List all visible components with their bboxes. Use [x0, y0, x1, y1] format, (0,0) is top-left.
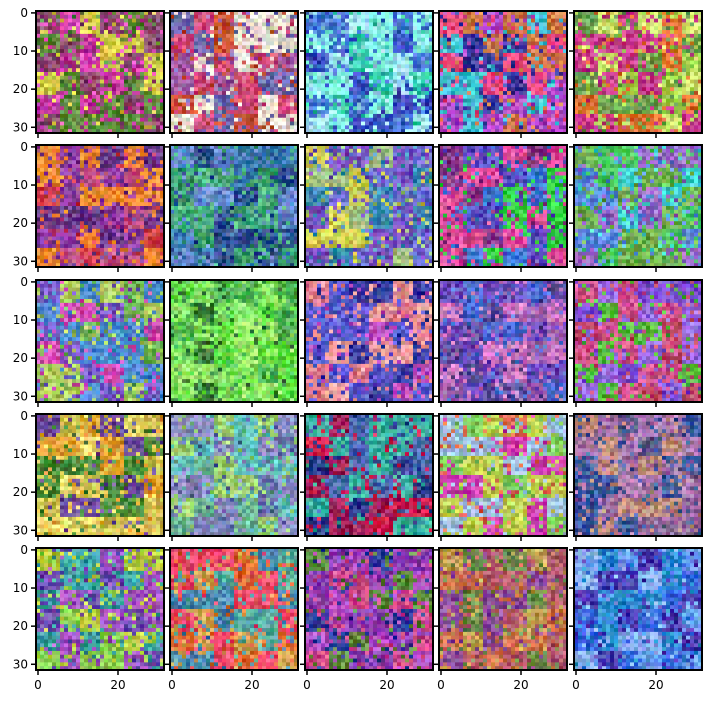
- x-tick-label: 0: [168, 678, 176, 692]
- y-tick-label: 10: [13, 313, 28, 327]
- y-tick-label: 10: [13, 44, 28, 58]
- generated-image-panel: [439, 548, 567, 670]
- image-grid: [36, 11, 702, 670]
- generated-image-panel: [574, 414, 702, 536]
- y-tick-label: 20: [13, 351, 28, 365]
- x-tick-label: 20: [648, 678, 663, 692]
- y-tick-label: 20: [13, 485, 28, 499]
- y-tick-label: 20: [13, 216, 28, 230]
- generated-image-panel: [36, 414, 164, 536]
- y-tick-label: 30: [13, 389, 28, 403]
- generated-image-panel: [305, 280, 433, 402]
- y-tick-label: 20: [13, 619, 28, 633]
- y-tick-label: 10: [13, 447, 28, 461]
- y-tick-label: 10: [13, 178, 28, 192]
- y-tick-label: 30: [13, 523, 28, 537]
- generated-image-panel: [439, 280, 567, 402]
- generated-image-panel: [170, 145, 298, 267]
- x-tick-label: 20: [513, 678, 528, 692]
- x-tick-label: 0: [572, 678, 580, 692]
- generated-image-panel: [170, 11, 298, 133]
- generated-image-panel: [574, 548, 702, 670]
- x-tick-label: 20: [244, 678, 259, 692]
- generated-image-panel: [305, 548, 433, 670]
- y-tick-label: 0: [20, 409, 28, 423]
- generated-image-panel: [36, 548, 164, 670]
- y-tick-label: 0: [20, 275, 28, 289]
- x-tick-label: 20: [379, 678, 394, 692]
- generated-image-panel: [574, 280, 702, 402]
- generated-image-panel: [36, 280, 164, 402]
- generated-image-panel: [305, 145, 433, 267]
- generated-image-panel: [439, 11, 567, 133]
- generated-image-panel: [305, 414, 433, 536]
- generated-image-panel: [574, 11, 702, 133]
- generated-image-panel: [170, 280, 298, 402]
- y-tick-label: 30: [13, 254, 28, 268]
- generated-image-panel: [439, 145, 567, 267]
- generated-image-panel: [439, 414, 567, 536]
- y-tick-label: 10: [13, 581, 28, 595]
- y-tick-label: 20: [13, 82, 28, 96]
- y-tick-label: 30: [13, 657, 28, 671]
- x-tick-label: 0: [303, 678, 311, 692]
- y-tick-label: 0: [20, 543, 28, 557]
- generated-image-panel: [170, 414, 298, 536]
- x-tick-label: 0: [34, 678, 42, 692]
- generated-image-panel: [36, 145, 164, 267]
- x-tick-label: 0: [437, 678, 445, 692]
- generated-image-panel: [574, 145, 702, 267]
- generated-image-panel: [170, 548, 298, 670]
- y-tick-label: 0: [20, 6, 28, 20]
- x-tick-label: 20: [110, 678, 125, 692]
- y-tick-label: 30: [13, 120, 28, 134]
- generated-image-panel: [36, 11, 164, 133]
- generated-image-panel: [305, 11, 433, 133]
- y-tick-label: 0: [20, 140, 28, 154]
